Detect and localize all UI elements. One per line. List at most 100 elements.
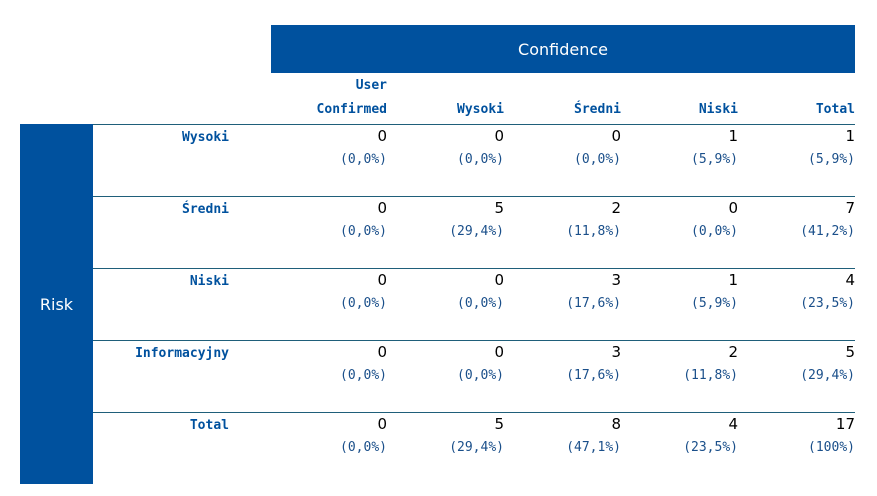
cell-percent: (0,0%) [574, 152, 621, 167]
column-header-total: Total [738, 76, 855, 122]
cell-percent: (5,9%) [691, 296, 738, 311]
cell-count: 4 [728, 415, 738, 433]
row-label-wysoki: Wysoki [182, 130, 229, 145]
column-header-niski: Niski [621, 76, 738, 122]
cell-percent: (17,6%) [566, 368, 621, 383]
cell-percent: (41,2%) [800, 224, 855, 239]
cell-count: 1 [845, 127, 855, 145]
cell-count: 0 [611, 127, 621, 145]
table-cell: 1 (5,9%) [621, 270, 738, 314]
row-label-niski: Niski [189, 274, 229, 289]
row-label-informacyjny: Informacyjny [135, 346, 229, 361]
row-divider [93, 268, 855, 269]
cell-count: 0 [377, 343, 387, 361]
table-cell: 4 (23,5%) [621, 414, 738, 458]
risk-title: Risk [39, 294, 74, 314]
cell-count: 5 [845, 343, 855, 361]
table-cell: 0 (0,0%) [270, 342, 387, 386]
column-header-text: Średni [574, 102, 621, 117]
table-cell: 2 (11,8%) [504, 198, 621, 242]
table-cell: 4 (23,5%) [738, 270, 855, 314]
risk-header: Risk [20, 124, 93, 484]
table-cell: 5 (29,4%) [738, 342, 855, 386]
table-cell: 2 (11,8%) [621, 342, 738, 386]
table-cell: 3 (17,6%) [504, 270, 621, 314]
table-cell: 0 (0,0%) [387, 126, 504, 170]
column-header-text: User [355, 78, 387, 93]
cell-count: 5 [494, 415, 504, 433]
column-header-text: Niski [698, 102, 738, 117]
cell-count: 3 [611, 343, 621, 361]
cell-count: 0 [377, 271, 387, 289]
cell-percent: (29,4%) [449, 440, 504, 455]
cell-percent: (11,8%) [683, 368, 738, 383]
cell-percent: (5,9%) [808, 152, 855, 167]
row-label-total: Total [189, 418, 229, 433]
table-cell: 0 (0,0%) [387, 270, 504, 314]
cell-percent: (29,4%) [449, 224, 504, 239]
column-header-text: Confirmed [316, 102, 387, 117]
cell-percent: (47,1%) [566, 440, 621, 455]
table-cell: 5 (29,4%) [387, 414, 504, 458]
table-cell: 5 (29,4%) [387, 198, 504, 242]
table-cell: 7 (41,2%) [738, 198, 855, 242]
cell-percent: (0,0%) [691, 224, 738, 239]
cell-percent: (0,0%) [340, 440, 387, 455]
cell-percent: (0,0%) [340, 296, 387, 311]
cell-count: 0 [494, 343, 504, 361]
cell-count: 5 [494, 199, 504, 217]
row-divider [93, 340, 855, 341]
table-cell: 3 (17,6%) [504, 342, 621, 386]
cell-percent: (100%) [808, 440, 855, 455]
row-divider [93, 412, 855, 413]
row-divider [93, 196, 855, 197]
cell-count: 0 [494, 271, 504, 289]
row-divider [93, 124, 855, 125]
cell-count: 0 [728, 199, 738, 217]
cell-percent: (0,0%) [457, 296, 504, 311]
confidence-header: Confidence [271, 25, 855, 73]
table-cell: 8 (47,1%) [504, 414, 621, 458]
table-cell: 0 (0,0%) [387, 342, 504, 386]
cell-count: 2 [611, 199, 621, 217]
cell-percent: (11,8%) [566, 224, 621, 239]
cell-count: 0 [377, 199, 387, 217]
table-cell: 1 (5,9%) [738, 126, 855, 170]
cell-percent: (5,9%) [691, 152, 738, 167]
table-cell: 0 (0,0%) [621, 198, 738, 242]
cell-count: 1 [728, 127, 738, 145]
cell-count: 4 [845, 271, 855, 289]
cell-count: 1 [728, 271, 738, 289]
cell-percent: (0,0%) [457, 368, 504, 383]
table-cell: 0 (0,0%) [504, 126, 621, 170]
column-header-text: Wysoki [457, 102, 504, 117]
cell-percent: (0,0%) [340, 368, 387, 383]
cell-percent: (0,0%) [340, 152, 387, 167]
table-cell: 0 (0,0%) [270, 414, 387, 458]
table-cell: 0 (0,0%) [270, 270, 387, 314]
cell-percent: (23,5%) [683, 440, 738, 455]
cell-count: 2 [728, 343, 738, 361]
table-cell: 0 (0,0%) [270, 126, 387, 170]
table-cell: 17 (100%) [738, 414, 855, 458]
cell-percent: (0,0%) [340, 224, 387, 239]
row-label-sredni: Średni [182, 202, 229, 217]
cell-count: 17 [835, 415, 855, 433]
cell-percent: (17,6%) [566, 296, 621, 311]
column-header-user-confirmed: User Confirmed [270, 76, 387, 122]
column-header-text: Total [815, 102, 855, 117]
cell-percent: (29,4%) [800, 368, 855, 383]
cell-count: 8 [611, 415, 621, 433]
cell-count: 0 [377, 127, 387, 145]
cell-percent: (0,0%) [457, 152, 504, 167]
cell-count: 0 [494, 127, 504, 145]
table-cell: 0 (0,0%) [270, 198, 387, 242]
cell-count: 7 [845, 199, 855, 217]
column-header-sredni: Średni [504, 76, 621, 122]
cell-count: 0 [377, 415, 387, 433]
column-header-wysoki: Wysoki [387, 76, 504, 122]
confidence-title: Confidence [518, 39, 608, 59]
cell-percent: (23,5%) [800, 296, 855, 311]
table-cell: 1 (5,9%) [621, 126, 738, 170]
cell-count: 3 [611, 271, 621, 289]
